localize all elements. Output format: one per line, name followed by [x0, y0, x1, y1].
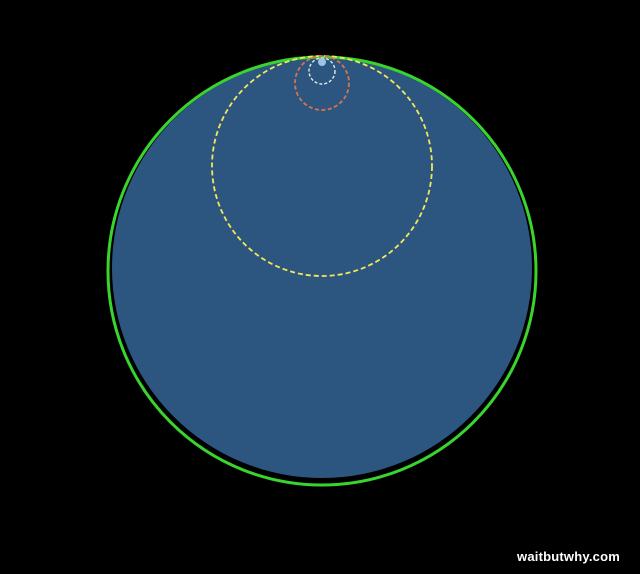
orange-dashed-circle [294, 55, 350, 111]
yellow-dashed-circle [211, 55, 433, 277]
green-outer-circle [106, 55, 538, 487]
tiny-circle [318, 58, 326, 66]
blue-circle [112, 58, 532, 478]
watermark: waitbutwhy.com [517, 549, 620, 564]
